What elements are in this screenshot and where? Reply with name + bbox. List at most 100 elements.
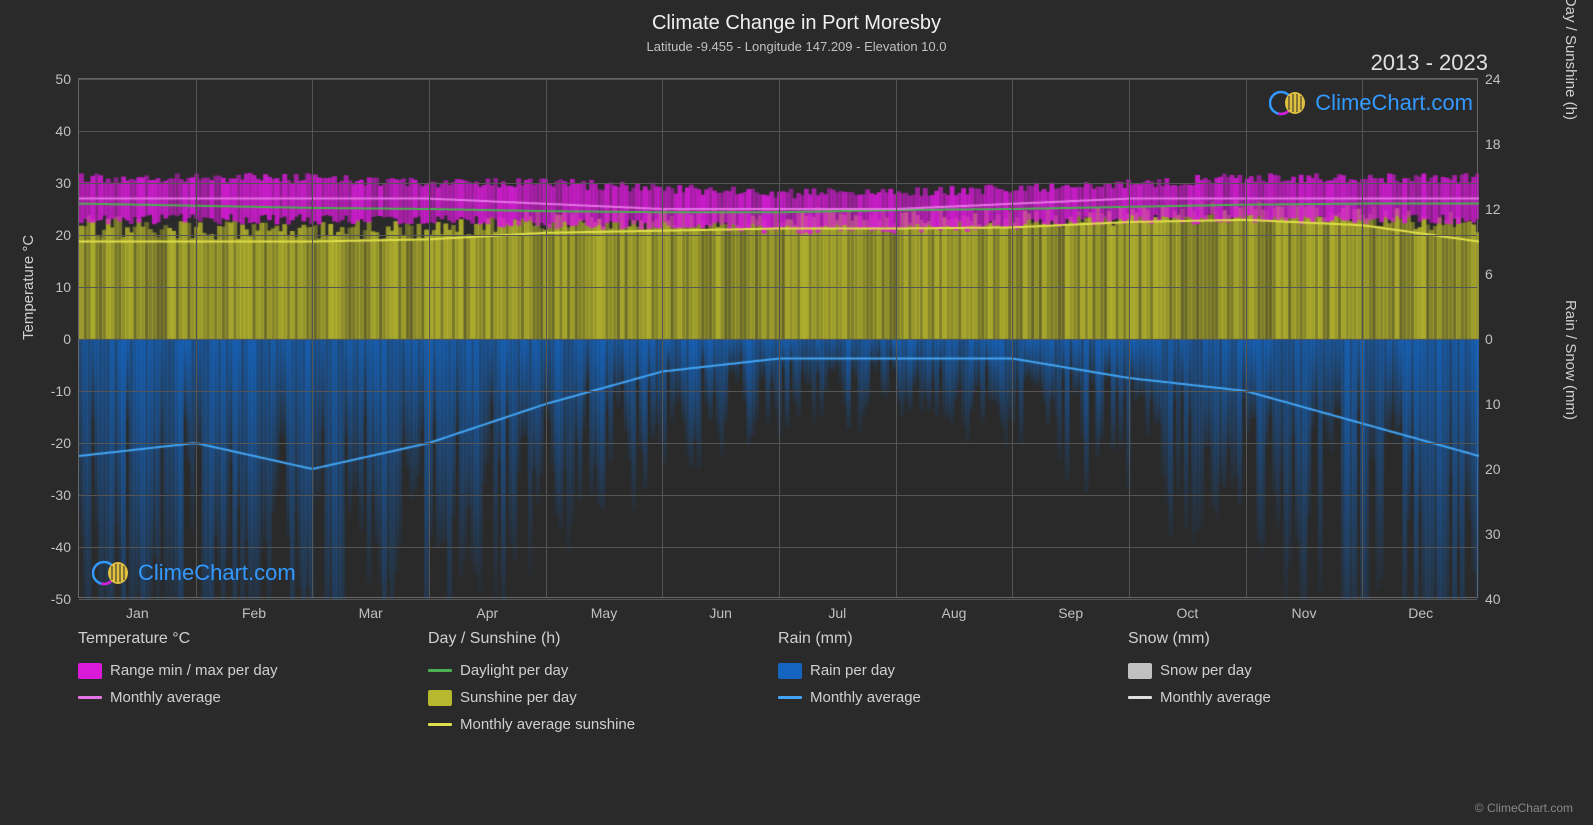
- legend-label: Rain per day: [810, 662, 895, 679]
- legend-line-icon: [428, 669, 452, 672]
- legend-item: Monthly average: [78, 689, 428, 706]
- gridline-h: [79, 391, 1477, 392]
- y-tick-right: 20: [1485, 461, 1501, 477]
- x-tick-month: Aug: [942, 605, 967, 621]
- plot-area: -50-40-30-20-100102030405006121824102030…: [78, 78, 1478, 598]
- x-tick-month: Sep: [1058, 605, 1083, 621]
- gridline-h: [79, 287, 1477, 288]
- legend-swatch-icon: [778, 663, 802, 679]
- y-tick-left: -40: [51, 539, 71, 555]
- legend-header: Day / Sunshine (h): [428, 630, 778, 648]
- x-tick-month: Dec: [1408, 605, 1433, 621]
- y-axis-left-label: Temperature °C: [20, 235, 37, 340]
- gridline-h: [79, 547, 1477, 548]
- gridline-h: [79, 235, 1477, 236]
- legend-line-icon: [778, 696, 802, 699]
- legend-item: Monthly average: [1128, 689, 1478, 706]
- gridline-v: [1012, 79, 1013, 597]
- legend-column: Rain (mm) Rain per day Monthly average: [778, 630, 1128, 733]
- y-tick-right: 40: [1485, 591, 1501, 607]
- climate-chart-container: Climate Change in Port Moresby Latitude …: [0, 0, 1593, 825]
- legend-line-icon: [1128, 696, 1152, 699]
- gridline-v: [1129, 79, 1130, 597]
- legend-item: Monthly average: [778, 689, 1128, 706]
- legend-label: Monthly average: [1160, 689, 1271, 706]
- y-tick-right: 6: [1485, 266, 1493, 282]
- legend-label: Snow per day: [1160, 662, 1252, 679]
- legend-item: Daylight per day: [428, 662, 778, 679]
- x-tick-month: Jan: [126, 605, 149, 621]
- y-tick-right: 12: [1485, 201, 1501, 217]
- x-tick-month: May: [591, 605, 617, 621]
- x-tick-month: Nov: [1292, 605, 1317, 621]
- gridline-h: [79, 443, 1477, 444]
- y-tick-left: 50: [55, 71, 71, 87]
- legend-column: Snow (mm) Snow per day Monthly average: [1128, 630, 1478, 733]
- legend-label: Monthly average: [110, 689, 221, 706]
- y-tick-left: 30: [55, 175, 71, 191]
- gridline-h: [79, 131, 1477, 132]
- legend: Temperature °CRange min / max per dayMon…: [78, 630, 1478, 733]
- gridline-v: [779, 79, 780, 597]
- gridline-v: [1246, 79, 1247, 597]
- legend-item: Rain per day: [778, 662, 1128, 679]
- y-tick-right: 0: [1485, 331, 1493, 347]
- y-tick-left: -50: [51, 591, 71, 607]
- watermark-text: ClimeChart.com: [1315, 90, 1473, 116]
- gridline-v: [1362, 79, 1363, 597]
- y-tick-left: -30: [51, 487, 71, 503]
- legend-column: Day / Sunshine (h) Daylight per day Sunshi…: [428, 630, 778, 733]
- gridline-h: [79, 183, 1477, 184]
- gridline-h: [79, 339, 1477, 340]
- x-tick-month: Jul: [828, 605, 846, 621]
- y-tick-right: 10: [1485, 396, 1501, 412]
- year-range-label: 2013 - 2023: [1371, 50, 1488, 76]
- legend-header: Rain (mm): [778, 630, 1128, 648]
- y-tick-left: 40: [55, 123, 71, 139]
- climechart-logo-icon: [1269, 88, 1311, 118]
- y-axis-right-top-label: Day / Sunshine (h): [1562, 0, 1579, 120]
- x-tick-month: Oct: [1176, 605, 1198, 621]
- legend-swatch-icon: [1128, 663, 1152, 679]
- legend-label: Range min / max per day: [110, 662, 278, 679]
- legend-label: Daylight per day: [460, 662, 568, 679]
- legend-line-icon: [428, 723, 452, 726]
- chart-subtitle: Latitude -9.455 - Longitude 147.209 - El…: [0, 39, 1593, 54]
- y-tick-left: -20: [51, 435, 71, 451]
- y-tick-left: 20: [55, 227, 71, 243]
- legend-header: Snow (mm): [1128, 630, 1478, 648]
- y-tick-left: 0: [63, 331, 71, 347]
- gridline-h: [79, 599, 1477, 600]
- legend-line-icon: [78, 696, 102, 699]
- watermark-text: ClimeChart.com: [138, 560, 296, 586]
- legend-column: Temperature °CRange min / max per dayMon…: [78, 630, 428, 733]
- legend-item: Monthly average sunshine: [428, 716, 778, 733]
- y-tick-right: 24: [1485, 71, 1501, 87]
- legend-label: Monthly average: [810, 689, 921, 706]
- gridline-v: [896, 79, 897, 597]
- gridline-h: [79, 495, 1477, 496]
- x-tick-month: Feb: [242, 605, 266, 621]
- legend-swatch-icon: [428, 690, 452, 706]
- gridline-v: [429, 79, 430, 597]
- watermark-top: ClimeChart.com: [1269, 88, 1473, 118]
- y-tick-right: 18: [1485, 136, 1501, 152]
- legend-item: Snow per day: [1128, 662, 1478, 679]
- legend-label: Monthly average sunshine: [460, 716, 635, 733]
- gridline-v: [546, 79, 547, 597]
- gridline-v: [662, 79, 663, 597]
- watermark-bottom: ClimeChart.com: [92, 558, 296, 588]
- x-tick-month: Apr: [476, 605, 498, 621]
- y-tick-left: 10: [55, 279, 71, 295]
- gridline-v: [312, 79, 313, 597]
- legend-item: Range min / max per day: [78, 662, 428, 679]
- legend-label: Sunshine per day: [460, 689, 577, 706]
- climechart-logo-icon: [92, 558, 134, 588]
- legend-swatch-icon: [78, 663, 102, 679]
- legend-item: Sunshine per day: [428, 689, 778, 706]
- gridline-h: [79, 79, 1477, 80]
- gridline-v: [196, 79, 197, 597]
- x-tick-month: Jun: [709, 605, 732, 621]
- copyright-label: © ClimeChart.com: [1475, 801, 1573, 815]
- x-tick-month: Mar: [359, 605, 383, 621]
